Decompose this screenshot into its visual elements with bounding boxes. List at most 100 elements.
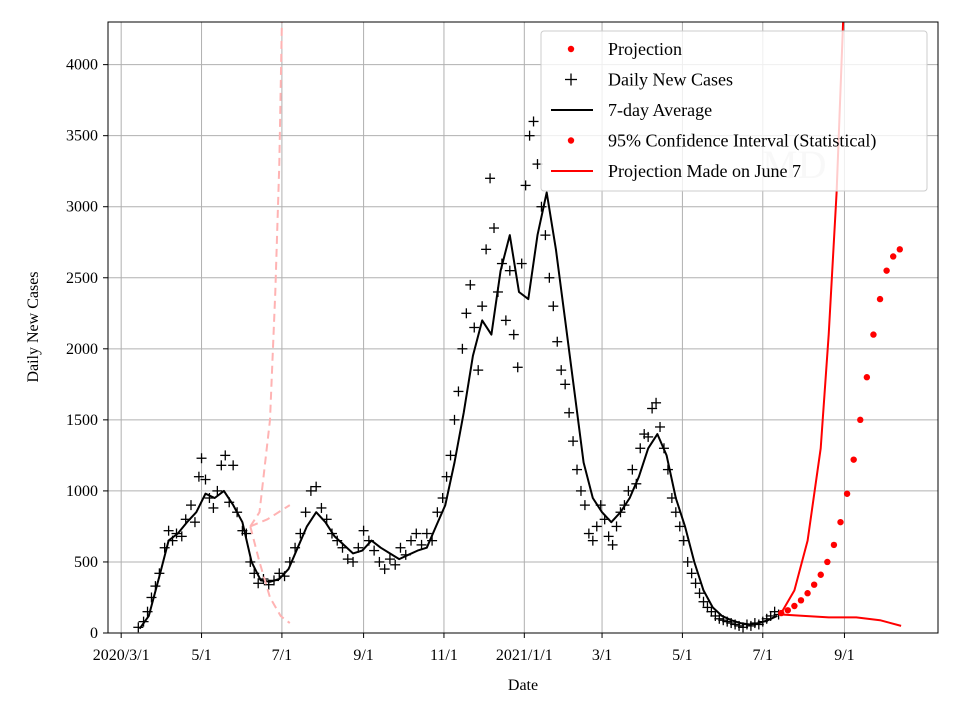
y-tick-label: 0 <box>90 625 98 642</box>
daily-cases-point <box>540 230 551 241</box>
daily-cases-point <box>694 588 705 599</box>
daily-cases-point <box>189 517 200 528</box>
x-tick-label: 7/1 <box>272 647 292 664</box>
daily-cases-point <box>232 507 243 518</box>
daily-cases-point <box>655 421 666 432</box>
daily-cases-point <box>544 272 555 283</box>
daily-cases-point <box>556 365 567 376</box>
daily-cases-point <box>193 471 204 482</box>
daily-cases-point <box>279 571 290 582</box>
daily-cases-point <box>631 478 642 489</box>
y-tick-label: 4000 <box>66 57 98 74</box>
daily-cases-point <box>337 542 348 553</box>
legend-label: Projection Made on June 7 <box>608 161 801 181</box>
daily-cases-point <box>516 258 527 269</box>
daily-cases-point <box>666 493 677 504</box>
y-tick-label: 500 <box>74 554 98 571</box>
daily-cases-point <box>579 500 590 511</box>
series-projection-made-on-june-7 <box>249 504 291 528</box>
projection-point <box>817 571 824 578</box>
x-axis-title: Date <box>508 677 538 694</box>
daily-cases-point <box>469 322 480 333</box>
y-tick-label: 2000 <box>66 341 98 358</box>
daily-cases-point <box>512 362 523 373</box>
daily-cases-point <box>159 542 170 553</box>
series-line-7-day-average <box>138 191 778 630</box>
y-axis-title: Daily New Cases <box>25 271 42 382</box>
daily-cases-point <box>290 542 301 553</box>
daily-cases-point <box>437 493 448 504</box>
projection-point <box>896 246 903 253</box>
daily-cases-point <box>284 556 295 567</box>
daily-cases-point <box>138 616 149 627</box>
axes: 2020/3/1 5/1 7/1 9/1 11/1 2021/1/1 3/1 5/1 7/1 9/… <box>66 57 855 664</box>
daily-cases-point <box>643 431 654 442</box>
daily-cases-point <box>427 535 438 546</box>
daily-cases-point <box>682 556 693 567</box>
daily-cases-point <box>146 592 157 603</box>
daily-cases-point <box>647 403 658 414</box>
daily-cases-point <box>595 500 606 511</box>
projection-point <box>784 607 792 614</box>
daily-cases-point <box>384 554 395 565</box>
daily-cases-point <box>477 301 488 312</box>
x-tick-label: 7/1 <box>753 647 773 664</box>
daily-cases-point <box>379 564 390 575</box>
x-tick-label: 11/1 <box>430 647 458 664</box>
daily-cases-point <box>400 549 411 560</box>
legend-item-95-confidence-interval-statistical: 95% Confidence Interval (Statistical) <box>567 131 876 152</box>
daily-cases-point <box>300 507 311 518</box>
plot-area <box>133 22 903 633</box>
daily-cases-point <box>587 535 598 546</box>
daily-cases-point <box>253 578 264 589</box>
daily-cases-point <box>572 464 583 475</box>
daily-cases-point <box>489 223 500 234</box>
series-line-projection-made-on-june-7 <box>249 22 283 527</box>
daily-cases-point <box>662 464 673 475</box>
daily-cases-point <box>658 443 669 454</box>
daily-cases-point <box>411 528 422 539</box>
daily-cases-point <box>416 539 427 550</box>
x-tick-label: 3/1 <box>592 647 612 664</box>
daily-cases-point <box>599 514 610 525</box>
projection-point <box>883 267 890 274</box>
daily-cases-point <box>180 514 191 525</box>
daily-cases-point <box>176 531 187 542</box>
daily-cases-point <box>500 315 511 326</box>
daily-cases-point <box>690 578 701 589</box>
daily-cases-point <box>552 336 563 347</box>
projection-point <box>870 331 877 338</box>
daily-cases-point <box>258 574 269 585</box>
daily-cases-point <box>603 531 614 542</box>
projection-point <box>810 581 818 588</box>
daily-cases-point <box>536 201 547 212</box>
x-tick-label: 5/1 <box>672 647 692 664</box>
daily-cases-point <box>441 471 452 482</box>
daily-cases-point <box>611 521 622 532</box>
daily-cases-point <box>363 535 374 546</box>
daily-cases-point <box>358 525 369 536</box>
daily-cases-point <box>528 116 539 127</box>
daily-cases-point <box>142 606 153 617</box>
daily-cases-point <box>635 443 646 454</box>
daily-cases-point <box>607 539 618 550</box>
daily-cases-point <box>204 493 215 504</box>
series-line-projection-made-on-june-7 <box>249 526 291 624</box>
daily-cases-point <box>263 579 274 590</box>
daily-cases-point <box>445 450 456 461</box>
daily-cases-point <box>348 556 359 567</box>
daily-cases-point <box>548 301 559 312</box>
daily-cases-point <box>295 528 306 539</box>
daily-cases-point <box>154 568 165 579</box>
daily-cases-point <box>311 481 322 492</box>
legend-dot-marker <box>567 45 575 53</box>
projection-point <box>863 374 871 381</box>
projection-point <box>876 295 884 303</box>
daily-cases-point <box>465 279 476 290</box>
daily-cases-point <box>473 365 484 376</box>
legend-label: 95% Confidence Interval (Statistical) <box>608 131 876 152</box>
daily-cases-point <box>163 525 174 536</box>
daily-cases-point <box>196 453 207 464</box>
daily-cases-point <box>395 542 406 553</box>
